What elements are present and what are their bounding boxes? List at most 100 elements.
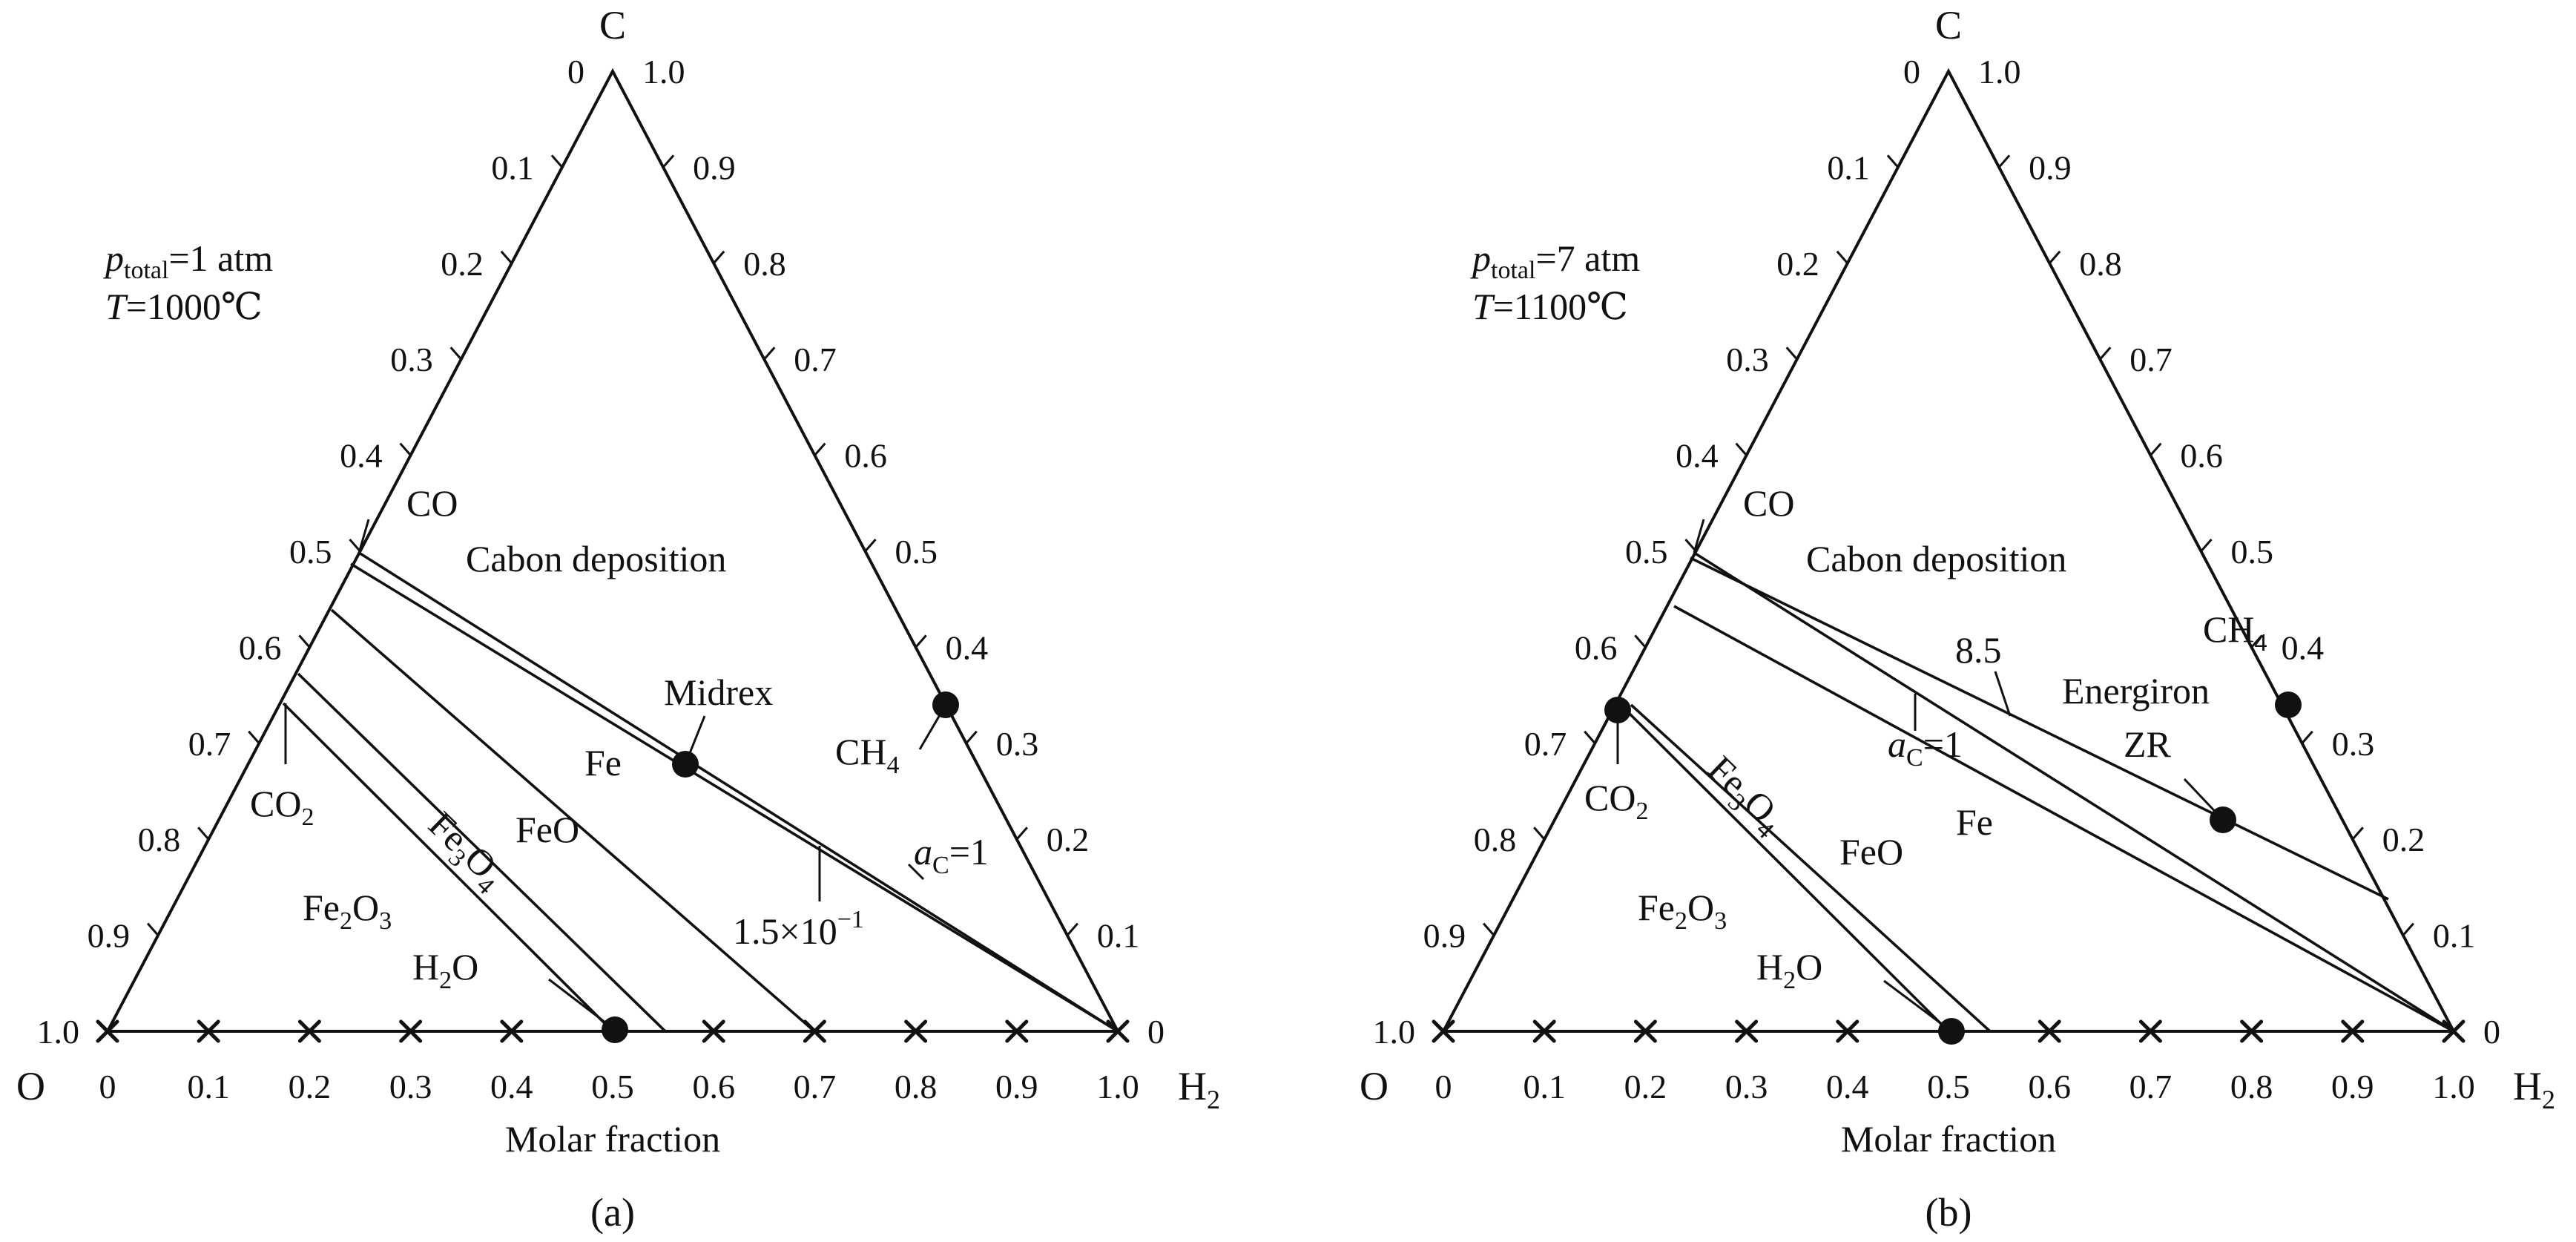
boundary-fe3o4-fe2o3 (1618, 702, 1950, 1033)
label-feo: FeO (1839, 831, 1903, 873)
co-leader (1693, 519, 1705, 553)
bottom-tick-label: 0.1 (1523, 1068, 1566, 1105)
tick-mark (814, 442, 826, 456)
bottom-tick-label: 0.1 (187, 1068, 230, 1105)
tick-mark (1997, 154, 2011, 168)
tick-mark (1015, 827, 1028, 841)
label-ch4: CH4 (2203, 608, 2267, 657)
bottom-tick-label: 0 (99, 1068, 116, 1105)
ac-leader (907, 863, 925, 881)
right-tick-label: 0.9 (693, 148, 736, 186)
boundary-fe3o4-fe2o3 (282, 702, 614, 1033)
caption-a: (a) (590, 1190, 635, 1235)
ternary-diagram-b: 0 1.000.1 0.90.10.2 0.80.20.3 0.70.30.4 0.60.… (1360, 3, 2555, 1235)
right-tick-label: 0.4 (2282, 628, 2325, 666)
label-co: CO (406, 482, 458, 524)
left-tick-label: 0.8 (1474, 821, 1517, 858)
corner-c: C (1935, 3, 1962, 47)
k-leader (1994, 671, 2012, 717)
energiron-point (2275, 691, 2302, 718)
cross-marker (803, 1019, 826, 1043)
boundary-fe-feo (330, 608, 816, 1033)
tick-mark (662, 154, 675, 168)
bottom-tick-label: 0.4 (490, 1068, 533, 1105)
right-tick-label: 0.1 (2433, 917, 2476, 955)
label-feo: FeO (515, 809, 579, 850)
tick-mark (449, 346, 462, 361)
cross-marker (702, 1019, 725, 1043)
tick-mark (298, 634, 311, 648)
label-h2o: H2O (412, 946, 478, 994)
left-tick-label: 1.0 (1373, 1013, 1416, 1051)
left-tick-label: 0.6 (1575, 628, 1618, 666)
label-fe2o3: Fe2O3 (1638, 887, 1727, 935)
bottom-tick-label: 0.9 (995, 1068, 1038, 1105)
tick-mark (146, 922, 159, 936)
right-tick-label: 0.5 (2231, 533, 2274, 571)
corner-c: C (599, 3, 626, 47)
tick-mark (2301, 730, 2313, 744)
right-tick-label: 0.7 (2129, 341, 2173, 378)
cross-marker (96, 1019, 119, 1043)
tick-mark (197, 827, 210, 841)
left-tick-label: 0.9 (88, 917, 131, 955)
bottom-tick-label: 1.0 (1096, 1068, 1139, 1105)
tick-mark (1634, 634, 1647, 648)
tick-mark (349, 539, 361, 552)
label-ch4: CH4 (835, 731, 899, 779)
cross-marker (500, 1019, 524, 1043)
caption-b: (b) (1926, 1190, 1972, 1235)
label-k-value: 1.5×10−1 (733, 906, 864, 952)
cross-marker (1532, 1019, 1556, 1043)
left-tick-label: 0.9 (1423, 917, 1466, 955)
left-tick-label: 0 (1903, 53, 1920, 91)
boundary-fe-feo (1673, 605, 2454, 1033)
label-carbon-deposition: Cabon deposition (466, 538, 726, 579)
zr-leader (2183, 778, 2224, 821)
bottom-tick-label: 0.3 (389, 1068, 432, 1105)
label-zr: ZR (2124, 723, 2172, 765)
midrex-leader (684, 715, 706, 765)
axis-label-molar-fraction: Molar fraction (505, 1118, 720, 1160)
boundary-k015 (350, 562, 1119, 1033)
left-tick-label: 0.8 (138, 821, 181, 858)
label-fe: Fe (1956, 801, 1993, 843)
tick-mark (500, 250, 513, 264)
bottom-tick-label: 0.8 (2230, 1068, 2273, 1105)
boundary-feo-fe3o4 (297, 672, 667, 1033)
bottom-tick-label: 0.4 (1826, 1068, 1869, 1105)
condition-pressure: ptotal=7 atm (1470, 237, 1640, 284)
tick-mark (2049, 250, 2061, 264)
tick-mark (763, 346, 776, 361)
tick-group: 0 1.000.1 0.90.10.2 0.80.20.3 0.70.30.4 0.60.… (37, 53, 1165, 1105)
cross-marker (1005, 1019, 1029, 1043)
tick-mark (550, 154, 564, 168)
label-co2: CO2 (1584, 777, 1648, 825)
cross-marker (2341, 1019, 2365, 1043)
left-tick-label: 0.1 (491, 148, 534, 186)
right-tick-label: 0.4 (946, 628, 989, 666)
tick-mark (864, 539, 877, 552)
h2o-leader (1883, 979, 1952, 1033)
corner-o: O (16, 1064, 45, 1108)
tick-mark (2150, 442, 2162, 456)
left-tick-label: 0.4 (340, 437, 383, 475)
cross-marker (1836, 1019, 1859, 1043)
bottom-tick-label: 0.7 (2129, 1068, 2173, 1105)
left-tick-label: 0.6 (239, 628, 282, 666)
label-midrex: Midrex (664, 671, 773, 713)
condition-temperature: T=1100℃ (1472, 286, 1628, 327)
cross-marker (1633, 1019, 1657, 1043)
bottom-tick-label: 0.8 (895, 1068, 938, 1105)
ternary-diagram-a: 0 1.000.1 0.90.10.2 0.80.20.3 0.70.30.4 0.60.… (16, 3, 1220, 1235)
label-carbon-deposition: Cabon deposition (1806, 538, 2066, 579)
h2o-leader (548, 978, 616, 1031)
tick-mark (2351, 827, 2364, 841)
right-tick-label: 1.0 (642, 53, 685, 91)
tick-mark (1066, 922, 1079, 936)
corner-h2: H2 (2513, 1064, 2555, 1114)
left-tick-label: 0.2 (1776, 245, 1819, 283)
label-k-value: 8.5 (1955, 629, 2002, 671)
right-tick-label: 0.9 (2029, 148, 2072, 186)
bottom-tick-label: 0.6 (692, 1068, 735, 1105)
